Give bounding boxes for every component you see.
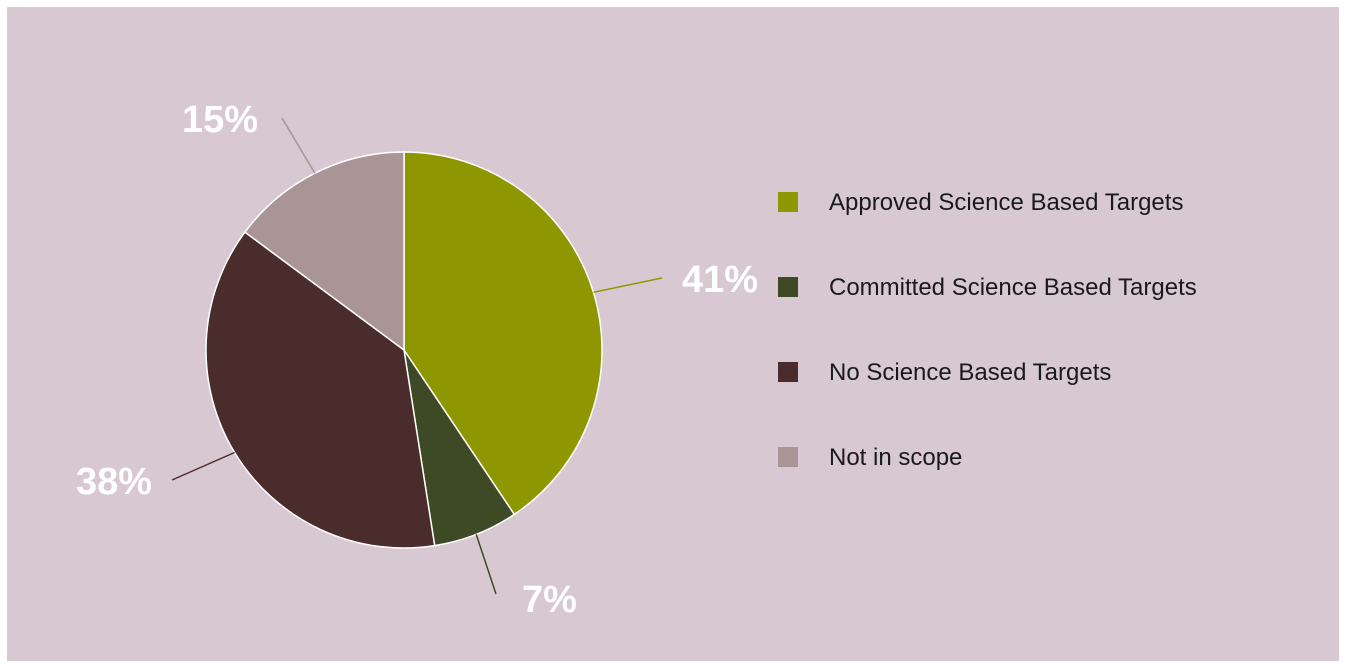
leader-line-2 [475, 534, 497, 595]
legend-swatch-3 [778, 362, 798, 382]
slice-label-3: 38% [76, 461, 152, 503]
leader-line-3 [171, 451, 235, 481]
pie-slice-3 [205, 231, 436, 549]
leader-line-1 [593, 277, 663, 294]
legend-swatch-2 [778, 277, 798, 297]
leader-line-4 [281, 117, 316, 174]
leader-lines [171, 117, 663, 595]
slice-label-4: 15% [182, 99, 258, 141]
legend: Approved Science Based Targets Committed … [778, 189, 1197, 471]
legend-label-4: Not in scope [829, 444, 962, 471]
legend-label-2: Committed Science Based Targets [829, 274, 1197, 301]
legend-label-3: No Science Based Targets [829, 359, 1111, 386]
legend-swatch-1 [778, 192, 798, 212]
slice-labels: 41% 7% 38% 15% [76, 99, 758, 621]
legend-label-1: Approved Science Based Targets [829, 189, 1183, 216]
slice-label-2: 7% [522, 579, 577, 621]
legend-swatch-4 [778, 447, 798, 467]
slice-label-1: 41% [682, 259, 758, 301]
pie-slices [205, 151, 603, 549]
